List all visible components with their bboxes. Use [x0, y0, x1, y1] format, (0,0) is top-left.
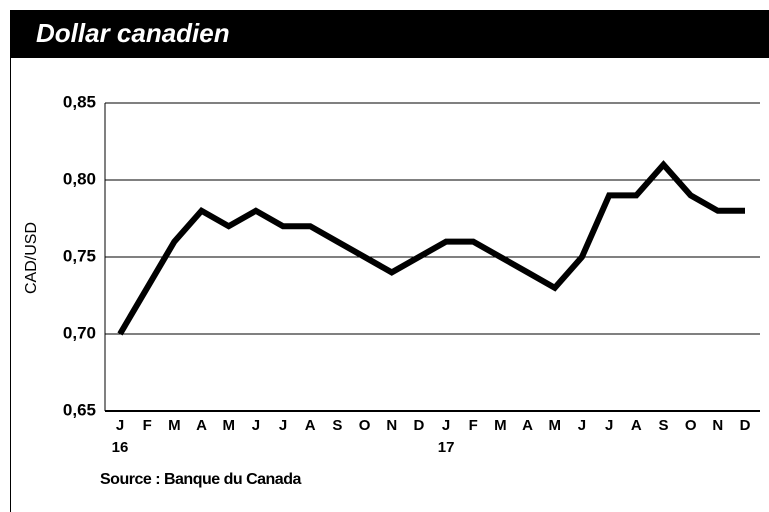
x-tick-label: M — [168, 417, 181, 434]
chart-title: Dollar canadien — [36, 18, 230, 48]
x-tick-label: O — [359, 417, 371, 434]
y-tick-label: 0,65 — [63, 400, 96, 419]
x-tick-label: J — [116, 417, 124, 434]
y-tick-label: 0,70 — [63, 323, 96, 342]
y-tick-label: 0,80 — [63, 169, 96, 188]
x-tick-label: A — [631, 417, 642, 434]
year-label: 16 — [112, 439, 129, 456]
y-axis-label: CAD/USD — [23, 222, 40, 294]
x-tick-label: A — [196, 417, 207, 434]
x-tick-label: N — [386, 417, 397, 434]
x-tick-label: A — [522, 417, 533, 434]
x-tick-label: N — [712, 417, 723, 434]
x-tick-label: S — [658, 417, 668, 434]
x-tick-label: J — [578, 417, 586, 434]
x-tick-label: J — [252, 417, 260, 434]
x-tick-label: S — [332, 417, 342, 434]
x-tick-label: M — [222, 417, 235, 434]
x-tick-label: O — [685, 417, 697, 434]
x-tick-label: F — [143, 417, 152, 434]
x-tick-label: J — [442, 417, 450, 434]
x-tick-label: M — [549, 417, 562, 434]
data-line — [117, 160, 745, 336]
year-label: 17 — [438, 439, 455, 456]
y-tick-label: 0,85 — [63, 92, 96, 111]
x-tick-label: J — [605, 417, 613, 434]
x-tick-label: F — [469, 417, 478, 434]
x-tick-label: A — [305, 417, 316, 434]
x-tick-label: J — [279, 417, 287, 434]
header-bar — [10, 10, 769, 58]
x-tick-label: D — [413, 417, 424, 434]
x-tick-label: M — [494, 417, 507, 434]
source-note: Source : Banque du Canada — [100, 471, 301, 488]
y-tick-label: 0,75 — [63, 246, 96, 265]
x-tick-label: D — [740, 417, 751, 434]
